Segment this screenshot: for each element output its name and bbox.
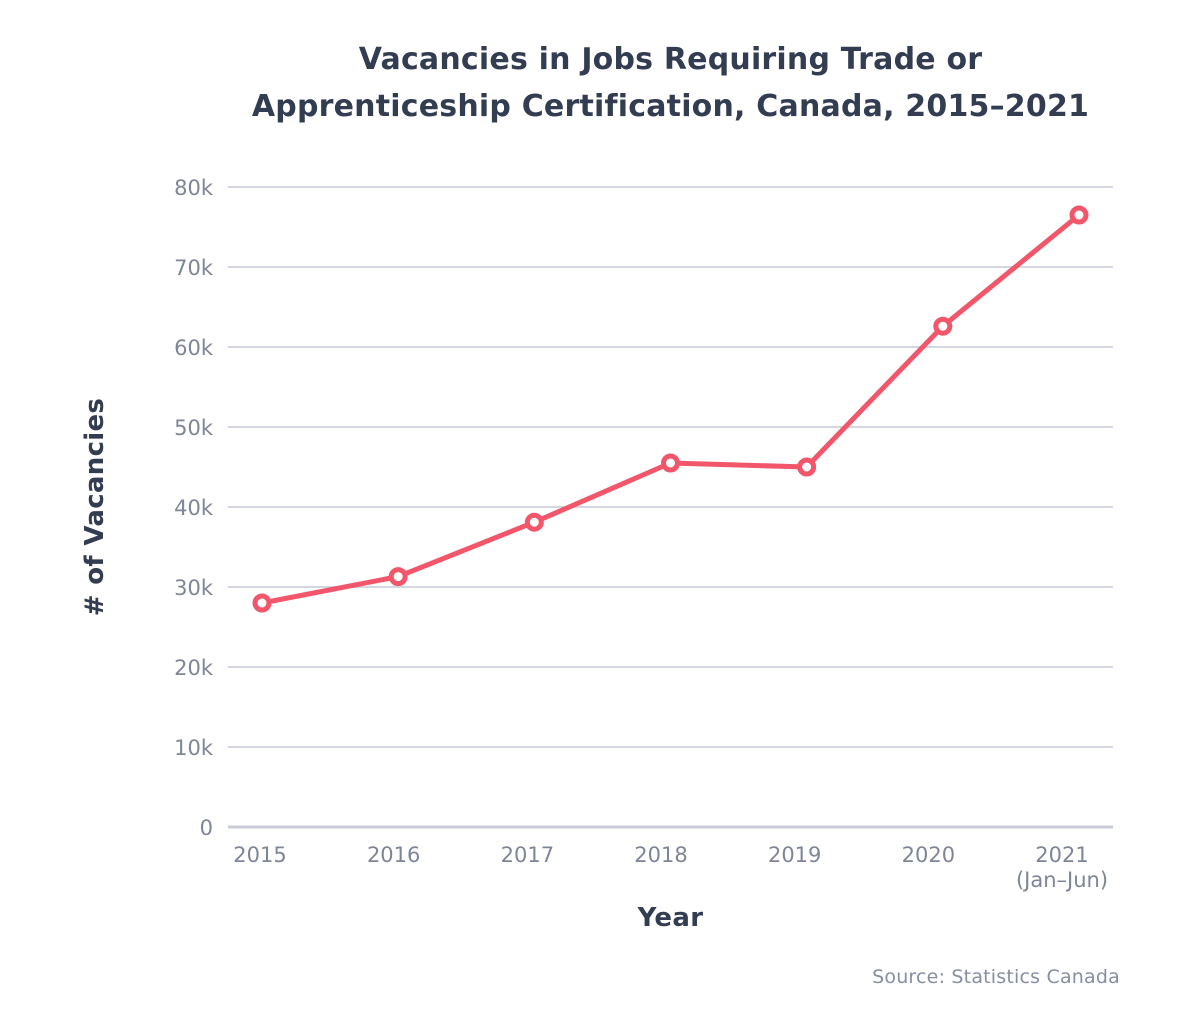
x-tick-label-2015: 2015: [233, 843, 286, 867]
data-point-2019: [797, 457, 817, 477]
y-tick-label-70k: 70k: [174, 256, 214, 280]
data-point-2020: [933, 316, 953, 336]
data-point-2017: [524, 512, 544, 532]
y-tick-label-80k: 80k: [174, 176, 214, 200]
y-tick-label-40k: 40k: [174, 496, 214, 520]
x-tick-label-2021: 2021: [1035, 843, 1088, 867]
source-note: Source: Statistics Canada: [872, 966, 1120, 988]
x-tick-label-2020: 2020: [902, 843, 955, 867]
chart-title: Vacancies in Jobs Requiring Trade or App…: [228, 36, 1113, 130]
x-tick-label-2019: 2019: [768, 843, 821, 867]
x-axis-title: Year: [637, 903, 704, 933]
data-line: [259, 212, 1082, 606]
chart-title-line-2: Apprenticeship Certification, Canada, 20…: [251, 89, 1090, 124]
data-point-2018: [661, 453, 680, 473]
data-point-2021: [1069, 205, 1089, 225]
y-tick-label-50k: 50k: [174, 416, 214, 440]
y-tick-label-60k: 60k: [174, 336, 214, 360]
y-tick-label-10k: 10k: [174, 736, 214, 760]
y-tick-label-0: 0: [200, 816, 213, 840]
x-tick-label-2018: 2018: [634, 843, 687, 867]
data-point-2016: [388, 567, 408, 587]
y-tick-label-30k: 30k: [174, 576, 214, 600]
x-tick-label-2021-sub: (Jan–Jun): [1016, 868, 1108, 892]
data-point-2015: [252, 593, 272, 613]
y-tick-label-20k: 20k: [174, 656, 214, 680]
chart-title-line-1: Vacancies in Jobs Requiring Trade or: [358, 42, 983, 77]
x-tick-label-2016: 2016: [367, 843, 420, 867]
x-tick-label-2017: 2017: [501, 843, 554, 867]
